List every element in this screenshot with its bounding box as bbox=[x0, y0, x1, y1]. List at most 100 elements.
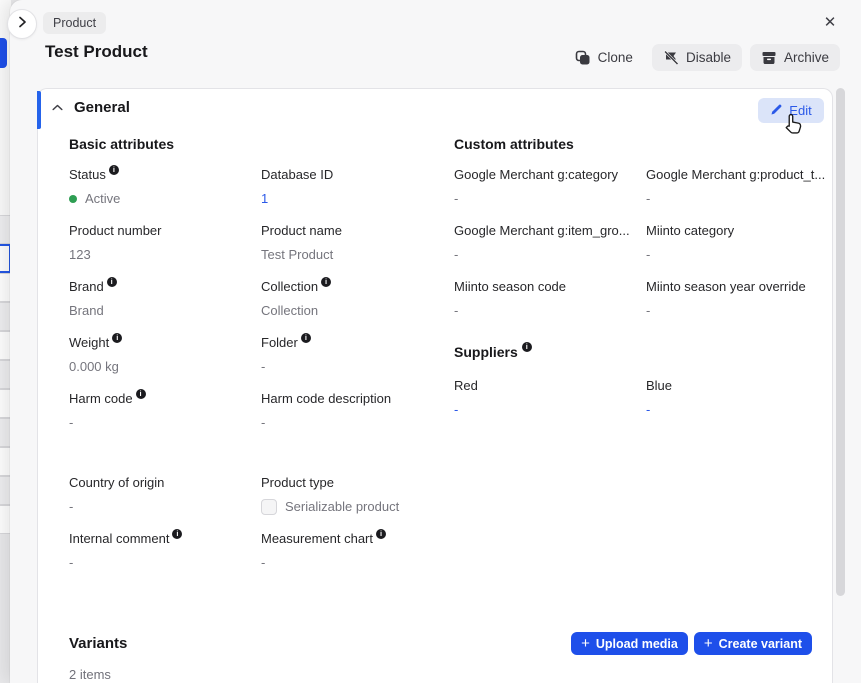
info-icon[interactable]: i bbox=[300, 333, 311, 343]
field-miinto-category: Miinto category - bbox=[646, 223, 838, 279]
field-label: Measurement chart bbox=[261, 531, 373, 546]
info-icon[interactable]: i bbox=[135, 389, 146, 399]
field-label: Google Merchant g:product_t... bbox=[646, 167, 826, 182]
field-label: Red bbox=[454, 378, 478, 393]
archive-icon bbox=[761, 50, 777, 66]
archive-button[interactable]: Archive bbox=[749, 44, 840, 71]
field-label: Internal comment bbox=[69, 531, 170, 546]
field-miinto-season-code: Miinto season code - bbox=[454, 279, 646, 335]
field-folder: Folder i - bbox=[261, 333, 453, 391]
info-icon[interactable]: i bbox=[521, 342, 532, 352]
collapse-panel-button[interactable] bbox=[7, 9, 37, 39]
chevron-up-icon bbox=[52, 98, 63, 116]
basic-attributes-grid: Status i Active Database ID 1 Product num… bbox=[69, 165, 453, 587]
field-value: - bbox=[454, 191, 459, 206]
disable-button[interactable]: Disable bbox=[651, 44, 742, 71]
serializable-product-checkbox[interactable] bbox=[261, 499, 277, 515]
field-label: Miinto season year override bbox=[646, 279, 806, 294]
clone-button-label: Clone bbox=[597, 50, 633, 65]
basic-attributes-heading: Basic attributes bbox=[69, 136, 175, 152]
suppliers-group: Suppliers i Red - Blue - bbox=[454, 342, 838, 434]
supplier-blue-link[interactable]: - bbox=[646, 402, 651, 417]
field-value: 123 bbox=[69, 247, 91, 262]
status-dot-green bbox=[69, 195, 77, 203]
field-collection: Collection i Collection bbox=[261, 277, 453, 335]
info-icon[interactable]: i bbox=[108, 165, 119, 175]
field-value: - bbox=[69, 555, 74, 570]
custom-attributes-grid: Google Merchant g:category - Google Merc… bbox=[454, 167, 838, 335]
upload-media-label: Upload media bbox=[595, 636, 678, 651]
page-title: Test Product bbox=[45, 42, 148, 61]
field-label: Brand bbox=[69, 279, 104, 294]
field-value: Brand bbox=[69, 303, 104, 318]
field-label: Folder bbox=[261, 335, 298, 350]
field-product-type: Product type Serializable product bbox=[261, 447, 453, 531]
disable-flag-icon bbox=[663, 49, 679, 66]
field-product-number: Product number 123 bbox=[69, 223, 261, 279]
database-id-link[interactable]: 1 bbox=[261, 191, 269, 206]
field-value: - bbox=[261, 415, 266, 430]
field-value: Test Product bbox=[261, 247, 334, 262]
info-icon[interactable]: i bbox=[106, 277, 117, 287]
upload-media-button[interactable]: + Upload media bbox=[571, 632, 688, 655]
variants-count: 2 items bbox=[69, 667, 111, 682]
status-value: Active bbox=[69, 191, 261, 207]
general-section-title: General bbox=[74, 98, 130, 116]
field-label: Miinto category bbox=[646, 223, 735, 238]
custom-attributes-group: Custom attributes Google Merchant g:cate… bbox=[454, 136, 838, 434]
close-panel-button[interactable]: ✕ bbox=[819, 11, 841, 33]
field-label: Product name bbox=[261, 223, 342, 238]
create-variant-label: Create variant bbox=[718, 636, 802, 651]
create-variant-button[interactable]: + Create variant bbox=[693, 632, 812, 655]
supplier-red-link[interactable]: - bbox=[454, 402, 459, 417]
plus-icon: + bbox=[703, 634, 713, 652]
field-google-merchant-category: Google Merchant g:category - bbox=[454, 167, 646, 223]
edit-button-label: Edit bbox=[789, 103, 812, 118]
panel-scrollbar[interactable] bbox=[836, 88, 845, 596]
field-weight: Weight i 0.000 kg bbox=[69, 333, 261, 391]
general-section-header[interactable]: General bbox=[52, 98, 130, 116]
clone-button[interactable]: Clone bbox=[564, 44, 644, 71]
header-actions: Clone Disable Archive bbox=[564, 44, 840, 71]
field-miinto-season-year-override: Miinto season year override - bbox=[646, 279, 838, 335]
background-footer-area bbox=[0, 534, 11, 683]
field-value: - bbox=[646, 191, 651, 206]
info-icon[interactable]: i bbox=[112, 333, 123, 343]
general-card: General Edit Basic attributes Status i Ac… bbox=[37, 88, 833, 683]
field-value: - bbox=[454, 247, 459, 262]
disable-button-label: Disable bbox=[685, 50, 731, 65]
field-label: Product type bbox=[261, 475, 334, 490]
field-label: Blue bbox=[646, 378, 673, 393]
basic-attributes-group: Basic attributes Status i Active Database… bbox=[69, 136, 453, 587]
field-value: - bbox=[261, 555, 266, 570]
info-icon[interactable]: i bbox=[172, 529, 183, 539]
field-label: Country of origin bbox=[69, 475, 165, 490]
tab-product-label: Product bbox=[53, 16, 97, 30]
suppliers-heading: Suppliers bbox=[454, 344, 518, 360]
info-icon[interactable]: i bbox=[321, 277, 332, 287]
close-icon: ✕ bbox=[823, 14, 837, 31]
suppliers-grid: Red - Blue - bbox=[454, 378, 838, 434]
field-label: Status bbox=[69, 167, 106, 182]
info-icon[interactable]: i bbox=[376, 529, 386, 539]
field-product-name: Product name Test Product bbox=[261, 223, 453, 279]
field-harm-code-description: Harm code description - bbox=[261, 391, 453, 447]
chevron-right-icon bbox=[18, 15, 27, 33]
plus-icon: + bbox=[581, 634, 590, 652]
field-google-merchant-product-type: Google Merchant g:product_t... - bbox=[646, 167, 838, 223]
edit-button[interactable]: Edit bbox=[758, 98, 824, 123]
field-label: Harm code description bbox=[261, 391, 392, 406]
checkbox-label: Serializable product bbox=[285, 499, 400, 514]
field-value: - bbox=[261, 359, 266, 374]
field-value: - bbox=[646, 303, 651, 318]
field-brand: Brand i Brand bbox=[69, 277, 261, 335]
custom-attributes-heading: Custom attributes bbox=[454, 136, 574, 152]
clone-icon bbox=[575, 50, 591, 66]
field-supplier-blue: Blue - bbox=[646, 378, 838, 434]
field-label: Weight bbox=[69, 335, 110, 350]
field-label: Database ID bbox=[261, 167, 334, 182]
field-country-of-origin: Country of origin - bbox=[69, 447, 261, 531]
tab-product[interactable]: Product bbox=[43, 12, 107, 34]
field-value: 0.000 kg bbox=[69, 359, 119, 374]
